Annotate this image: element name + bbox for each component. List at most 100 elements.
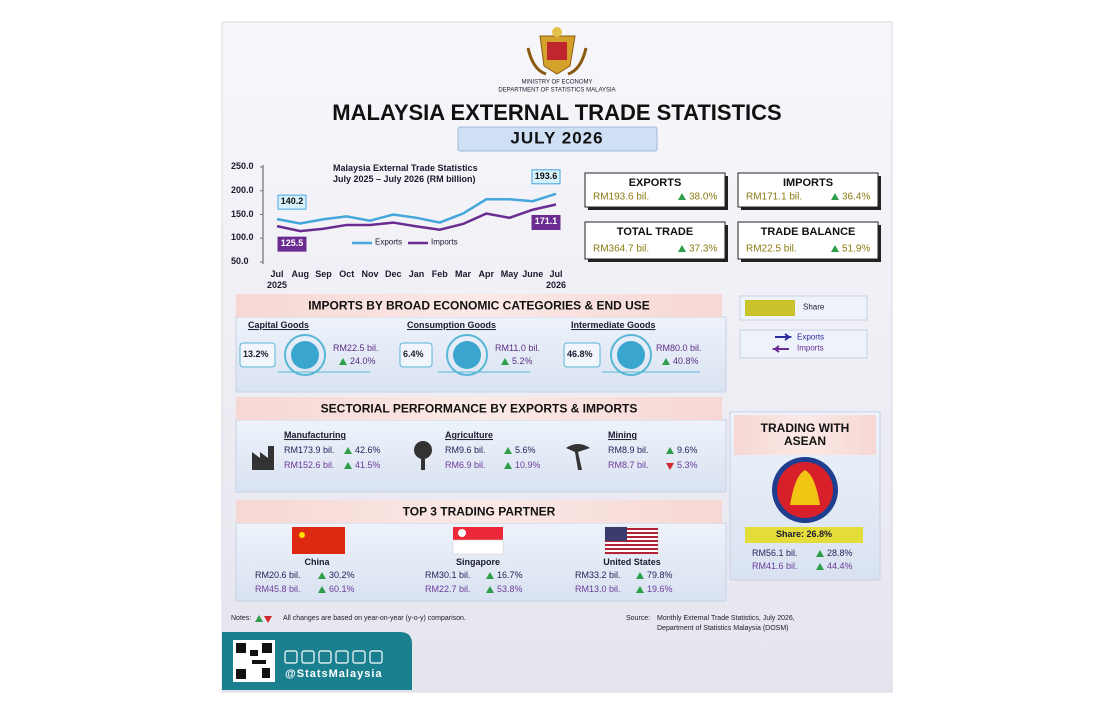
value: RM193.6 bil. (593, 191, 650, 203)
trend-arrow (486, 586, 494, 593)
partner-name: Singapore (455, 557, 501, 568)
sector-name: Agriculture (445, 430, 494, 441)
x-tick-label: Dec (384, 269, 402, 280)
data-label: 140.2 (280, 196, 304, 207)
trend-arrow (636, 586, 644, 593)
series-line (276, 192, 557, 225)
trend-arrow (264, 616, 272, 623)
ministry: MINISTRY OF ECONOMY (521, 79, 593, 86)
partner-name: China (304, 557, 330, 568)
data-label-box (277, 236, 307, 252)
asean-share: Share: 26.8% (775, 529, 833, 540)
value: RM364.7 bil. (593, 243, 650, 255)
chart-subtitle: July 2025 – July 2026 (RM billion) (333, 174, 476, 185)
asean-title: TRADING WITH ASEAN (760, 420, 850, 448)
value: RM11.0 bil. (495, 343, 540, 354)
category-name: Capital Goods (248, 320, 310, 331)
social-handle: @StatsMalaysia (285, 667, 383, 680)
trend-arrow (636, 572, 644, 579)
partner-name: United States (603, 557, 661, 568)
category-share: 46.8% (567, 349, 593, 360)
change: 9.6% (677, 445, 698, 456)
change: 5.2% (512, 356, 533, 367)
trend-arrow (662, 358, 670, 365)
change: 44.4% (827, 561, 853, 572)
x-tick-label: Sep (315, 269, 332, 280)
trend-arrow (501, 358, 509, 365)
change: 36.4% (842, 191, 871, 203)
source-line: Monthly External Trade Statistics, July … (657, 615, 795, 623)
value: RM171.1 bil. (746, 191, 803, 203)
y-tick-label: 150.0 (231, 208, 254, 219)
series-line (276, 203, 557, 233)
legend-imports: Imports (797, 343, 824, 353)
change: 38.0% (689, 191, 718, 203)
trend-arrow (344, 447, 352, 454)
change: 5.6% (515, 445, 536, 456)
trend-arrow (666, 463, 674, 470)
trend-arrow (678, 193, 686, 200)
value: RM45.8 bil. (255, 584, 301, 595)
summary-cards (584, 172, 881, 262)
flags (292, 526, 659, 555)
value: RM56.1 bil. (752, 548, 798, 559)
chart-title: Malaysia External Trade Statistics (333, 163, 478, 174)
change: 24.0% (350, 356, 376, 367)
sector-name: Mining (608, 430, 637, 441)
value: RM6.9 bil. (445, 460, 486, 471)
value: RM30.1 bil. (425, 570, 471, 581)
y-tick-label: 100.0 (231, 232, 254, 243)
data-label: 171.1 (534, 216, 558, 227)
card-label: EXPORTS (628, 176, 682, 189)
value: RM41.6 bil. (752, 561, 798, 572)
x-tick-label: May (500, 269, 519, 280)
trend-arrow (678, 245, 686, 252)
change: 51.9% (842, 243, 871, 255)
value: RM22.5 bil. (746, 243, 797, 255)
legend-label: Exports (375, 237, 403, 247)
sector-icons (252, 441, 590, 470)
change: 19.6% (647, 584, 673, 595)
data-label-box (531, 169, 561, 185)
trend-arrow (255, 615, 263, 622)
change: 60.1% (329, 584, 355, 595)
category-name: Intermediate Goods (571, 320, 656, 331)
value: RM22.7 bil. (425, 584, 471, 595)
trend-arrow (816, 550, 824, 557)
trend-arrow (344, 462, 352, 469)
y-tick-label: 200.0 (231, 184, 254, 195)
department: DEPARTMENT OF STATISTICS MALAYSIA (498, 87, 616, 94)
value: RM33.2 bil. (575, 570, 621, 581)
y-tick-label: 250.0 (231, 161, 254, 172)
y-tick-label: 50.0 (231, 256, 249, 267)
change: 42.6% (355, 445, 381, 456)
legend-share: Share (803, 302, 825, 312)
x-tick-label: Jan (408, 269, 425, 280)
change: 41.5% (355, 460, 381, 471)
card-label: IMPORTS (782, 176, 834, 189)
x-tick-label: Aug (291, 269, 310, 280)
x-tick-label: Jul (549, 269, 563, 280)
source-line: Department of Statistics Malaysia (DOSM) (657, 625, 789, 633)
x-year-label: 2026 (545, 280, 567, 291)
value: RM8.9 bil. (608, 445, 649, 456)
value: RM20.6 bil. (255, 570, 301, 581)
notes-label: Notes: (231, 615, 252, 623)
period-box (457, 126, 658, 152)
section-title: SECTORIAL PERFORMANCE BY EXPORTS & IMPOR… (320, 401, 638, 416)
emblem (526, 27, 588, 76)
legend-exports: Exports (797, 332, 825, 342)
title: MALAYSIA EXTERNAL TRADE STATISTICS (332, 99, 782, 125)
category-share: 13.2% (243, 349, 269, 360)
trend-arrow (831, 193, 839, 200)
trend-arrow (666, 447, 674, 454)
value: RM22.5 bil. (333, 343, 379, 354)
trend-arrow (831, 245, 839, 252)
legend-label: Imports (431, 237, 458, 247)
category-share: 6.4% (403, 349, 424, 360)
asean-emblem (745, 457, 863, 543)
change: 37.3% (689, 243, 718, 255)
